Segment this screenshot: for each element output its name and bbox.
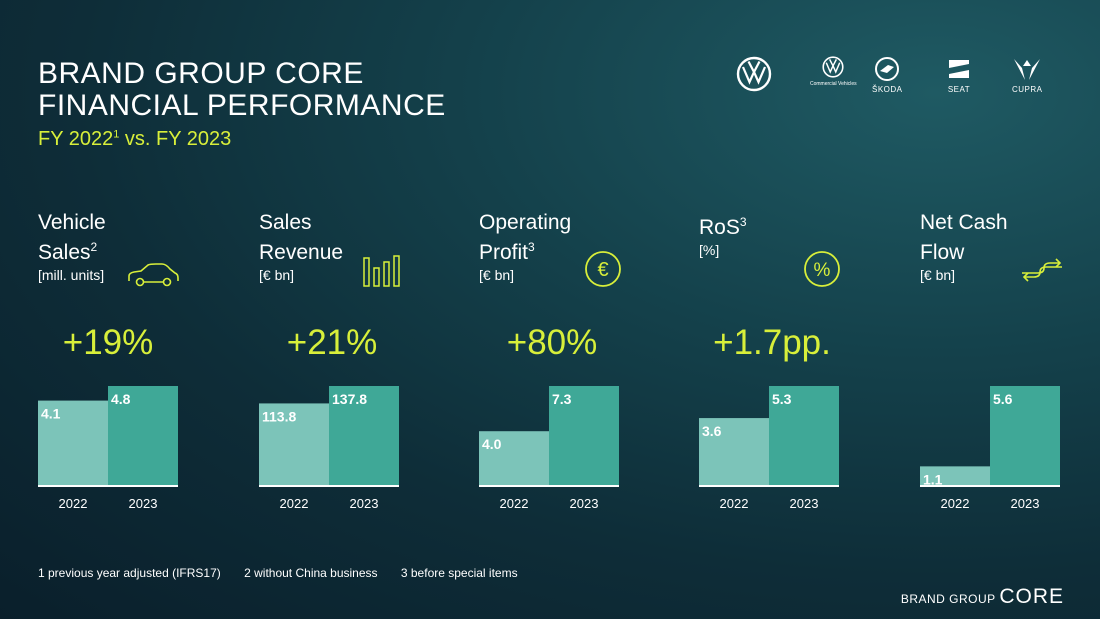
kpi-delta: +21% [286, 323, 378, 362]
bar-2023 [329, 386, 399, 486]
bar-2022 [920, 466, 990, 486]
kpi-heading: Sales Revenue [259, 210, 343, 265]
kpi-heading-line1: Vehicle [38, 211, 106, 234]
percent-icon: % [803, 250, 841, 293]
kpi-vehicle-sales: Vehicle Sales2 [mill. units] +19% 4.1 2022… [38, 210, 238, 511]
bar-value-label: 113.8 [262, 408, 296, 424]
svg-text:€: € [597, 259, 608, 281]
euro-icon: € [584, 250, 622, 293]
bar-2022 [259, 403, 329, 486]
bar-chart: 4.0 2022 7.3 2023 [479, 386, 619, 511]
bar-value-label: 7.3 [552, 391, 572, 407]
kpi-ros: RoS3 [%] % +1.7pp. 3.6 2022 5.3 2023 [699, 210, 899, 511]
title-line-1: BRAND GROUP CORE [38, 57, 364, 90]
brand-logos: Commercial Vehicles ŠKODA SEAT CUPRA [730, 56, 1070, 98]
bar-value-label: 1.1 [923, 471, 943, 487]
subtitle-text: FY 2022 [38, 128, 114, 150]
bar-2022 [699, 418, 769, 486]
x-tick-label: 2023 [1011, 496, 1040, 511]
kpi-unit: [%] [699, 242, 720, 258]
x-tick-label: 2022 [280, 496, 309, 511]
kpi-delta: +19% [62, 323, 154, 362]
kpi-footnote-ref: 3 [739, 215, 747, 229]
brand-footer-small: BRAND GROUP [900, 592, 1000, 606]
bar-value-label: 137.8 [332, 391, 367, 407]
footnotes: 1 previous year adjusted (IFRS17) 2 with… [38, 566, 538, 580]
kpi-heading: Vehicle Sales2 [38, 210, 106, 265]
bar-2022 [479, 431, 549, 486]
cupra-wordmark: CUPRA [1012, 85, 1043, 94]
kpi-heading-line2: Sales [38, 241, 91, 264]
kpi-heading-line2: Flow [920, 241, 965, 264]
footnote-1: 1 previous year adjusted (IFRS17) [38, 566, 221, 580]
x-tick-label: 2023 [129, 496, 158, 511]
bar-value-label: 4.0 [482, 436, 502, 452]
kpi-unit: [mill. units] [38, 267, 105, 283]
x-tick-label: 2022 [500, 496, 529, 511]
bar-value-label: 4.1 [41, 406, 61, 422]
kpi-heading-line2: Profit [479, 241, 529, 264]
bar-chart: 113.8 2022 137.8 2023 [259, 386, 399, 511]
kpi-unit: [€ bn] [479, 267, 515, 283]
x-tick-label: 2022 [941, 496, 970, 511]
svg-text:%: % [814, 260, 831, 281]
bar-2023 [769, 386, 839, 486]
brand-footer: BRAND GROUP CORE [901, 585, 1064, 609]
kpi-delta: +80% [506, 323, 598, 362]
bar-value-label: 3.6 [702, 423, 722, 439]
brand-footer-big: CORE [999, 585, 1064, 608]
bar-2022 [38, 400, 108, 486]
kpi-operating-profit: Operating Profit3 [€ bn] € +80% 4.0 2022 7.… [479, 210, 679, 511]
commercial-vehicles-caption: Commercial Vehicles [810, 81, 857, 87]
kpi-heading-line1: Operating [479, 211, 572, 234]
bar-value-label: 5.6 [993, 391, 1013, 407]
title-line-2: FINANCIAL PERFORMANCE [38, 89, 446, 122]
seat-logo: SEAT [946, 56, 972, 94]
bar-2023 [549, 386, 619, 486]
kpi-heading: Net Cash Flow [920, 210, 1008, 265]
kpi-sales-revenue: Sales Revenue [€ bn] +21% 113.8 2022 137.8 2… [259, 210, 459, 511]
seat-wordmark: SEAT [947, 85, 971, 94]
skoda-logo: ŠKODA [872, 56, 903, 94]
skoda-wordmark: ŠKODA [872, 85, 903, 94]
kpi-delta: +1.7pp. [713, 323, 831, 362]
bar-chart: 4.1 2022 4.8 2023 [38, 386, 178, 511]
exchange-icon [1020, 258, 1064, 287]
x-tick-label: 2023 [350, 496, 379, 511]
kpi-heading-line1: Net Cash [920, 211, 1008, 234]
bar-chart-icon [361, 252, 401, 293]
bar-value-label: 4.8 [111, 391, 131, 407]
page-subtitle: FY 20221 vs. FY 2023 [38, 128, 231, 151]
bar-value-label: 5.3 [772, 391, 792, 407]
x-tick-label: 2022 [720, 496, 749, 511]
kpi-heading: Operating Profit3 [479, 210, 571, 265]
kpi-unit: [€ bn] [920, 267, 956, 283]
subtitle-footnote-ref: 1 [113, 128, 120, 141]
kpi-unit: [€ bn] [259, 267, 295, 283]
x-tick-label: 2023 [570, 496, 599, 511]
x-tick-label: 2023 [790, 496, 819, 511]
kpi-heading-line2: Revenue [259, 241, 344, 264]
footnote-3: 3 before special items [400, 566, 518, 580]
bar-2023 [108, 386, 178, 486]
kpi-footnote-ref: 3 [528, 240, 535, 254]
kpi-heading: RoS3 [699, 210, 747, 240]
bar-2023 [990, 386, 1060, 486]
kpi-heading-line1: Sales [259, 211, 312, 234]
bar-chart: 1.1 2022 5.6 2023 [920, 386, 1060, 511]
kpi-net-cash-flow: Net Cash Flow [€ bn] 1.1 2022 5.6 2023 [920, 210, 1100, 511]
x-tick-label: 2022 [59, 496, 88, 511]
page-title: BRAND GROUP CORE FINANCIAL PERFORMANCE [38, 58, 446, 122]
vw-commercial-logo: Commercial Vehicles [810, 56, 857, 87]
bar-chart: 3.6 2022 5.3 2023 [699, 386, 839, 511]
cupra-logo: CUPRA [1012, 56, 1043, 94]
car-icon [126, 262, 180, 293]
kpi-footnote-ref: 2 [90, 240, 98, 254]
kpi-heading-line1: RoS [699, 216, 740, 239]
footnote-2: 2 without China business [244, 566, 378, 580]
subtitle-text-end: vs. FY 2023 [119, 128, 232, 150]
vw-logo [736, 56, 772, 92]
